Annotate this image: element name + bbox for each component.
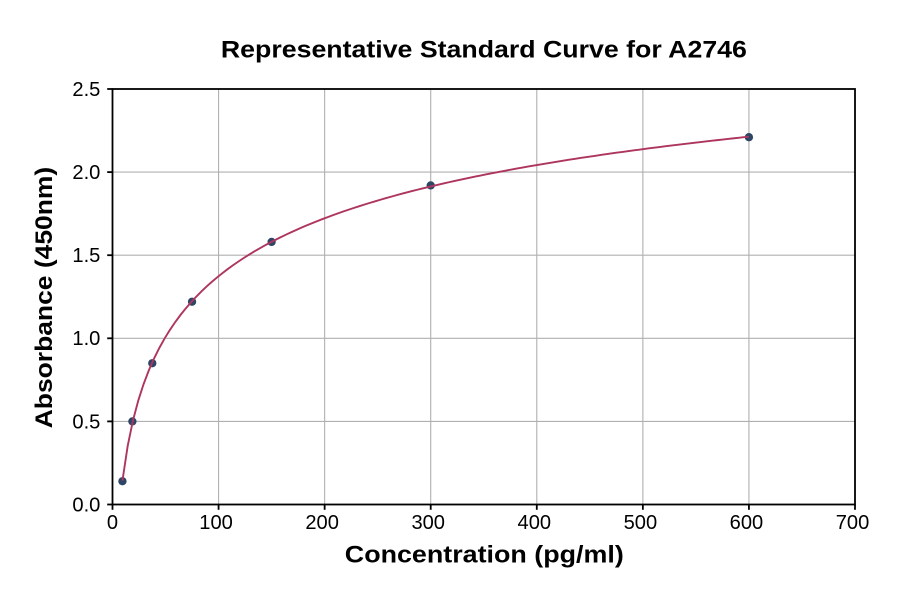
svg-text:Absorbance (450nm): Absorbance (450nm) [31, 167, 58, 429]
svg-text:200: 200 [305, 512, 339, 534]
svg-text:Representative Standard Curve: Representative Standard Curve for A2746 [221, 36, 747, 63]
svg-text:0.0: 0.0 [72, 494, 100, 516]
svg-text:700: 700 [836, 512, 870, 534]
svg-text:2.0: 2.0 [72, 162, 100, 184]
svg-text:1.0: 1.0 [72, 328, 100, 350]
svg-text:0: 0 [107, 512, 118, 534]
svg-text:400: 400 [518, 512, 552, 534]
svg-text:100: 100 [199, 512, 233, 534]
svg-text:0.5: 0.5 [72, 411, 100, 433]
svg-text:600: 600 [730, 512, 764, 534]
svg-text:2.5: 2.5 [72, 79, 100, 101]
svg-text:Concentration (pg/ml): Concentration (pg/ml) [345, 542, 624, 569]
svg-text:300: 300 [411, 512, 445, 534]
svg-text:1.5: 1.5 [72, 245, 100, 267]
svg-text:500: 500 [624, 512, 658, 534]
